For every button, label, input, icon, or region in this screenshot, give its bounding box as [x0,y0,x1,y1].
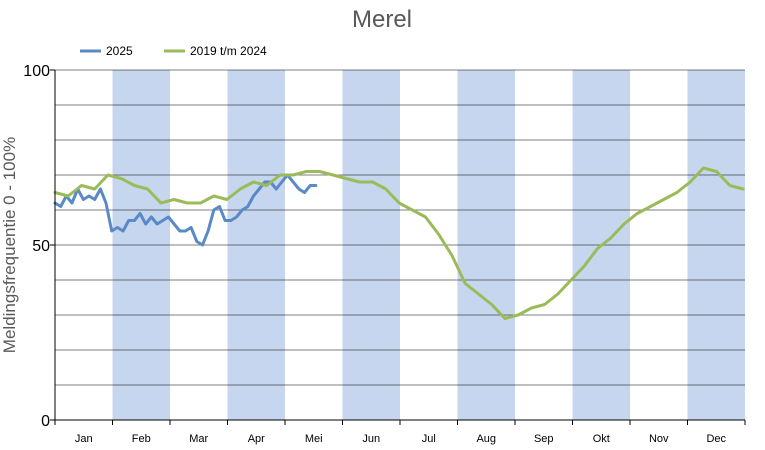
x-tick-label-jul: Jul [422,433,436,445]
legend-label-2025: 2025 [106,44,133,58]
x-tick-label-feb: Feb [132,433,151,445]
x-tick-label-apr: Apr [248,433,265,445]
chart-title: Merel [352,6,412,33]
x-tick-label-okt: Okt [593,433,610,445]
x-tick-label-jun: Jun [362,433,380,445]
series-line-2019-2024 [53,166,745,320]
y-axis-label: Meldingsfrequentie 0 - 100% [0,137,19,353]
y-tick-label-0: 0 [41,413,50,430]
y-tick-label-100: 100 [23,63,50,80]
axes [50,69,746,425]
legend-label-2019-2024: 2019 t/m 2024 [190,44,267,58]
series-line-2025 [53,173,318,247]
x-tick-label-dec: Dec [706,433,726,445]
series-lines [53,166,745,320]
x-tick-label-mar: Mar [189,433,208,445]
x-tick-labels: Jan Feb Mar Apr Mei Jun Jul Aug Sep Okt Nov Dec [75,433,727,445]
legend: 2025 2019 t/m 2024 [80,44,267,58]
x-tick-label-aug: Aug [476,433,496,445]
x-tick-label-nov: Nov [649,433,669,445]
y-tick-labels: 0 50 100 [23,63,50,430]
x-tick-label-sep: Sep [534,433,554,445]
x-tick-label-jan: Jan [75,433,93,445]
x-tick-label-mei: Mei [305,433,323,445]
y-tick-label-50: 50 [32,238,50,255]
